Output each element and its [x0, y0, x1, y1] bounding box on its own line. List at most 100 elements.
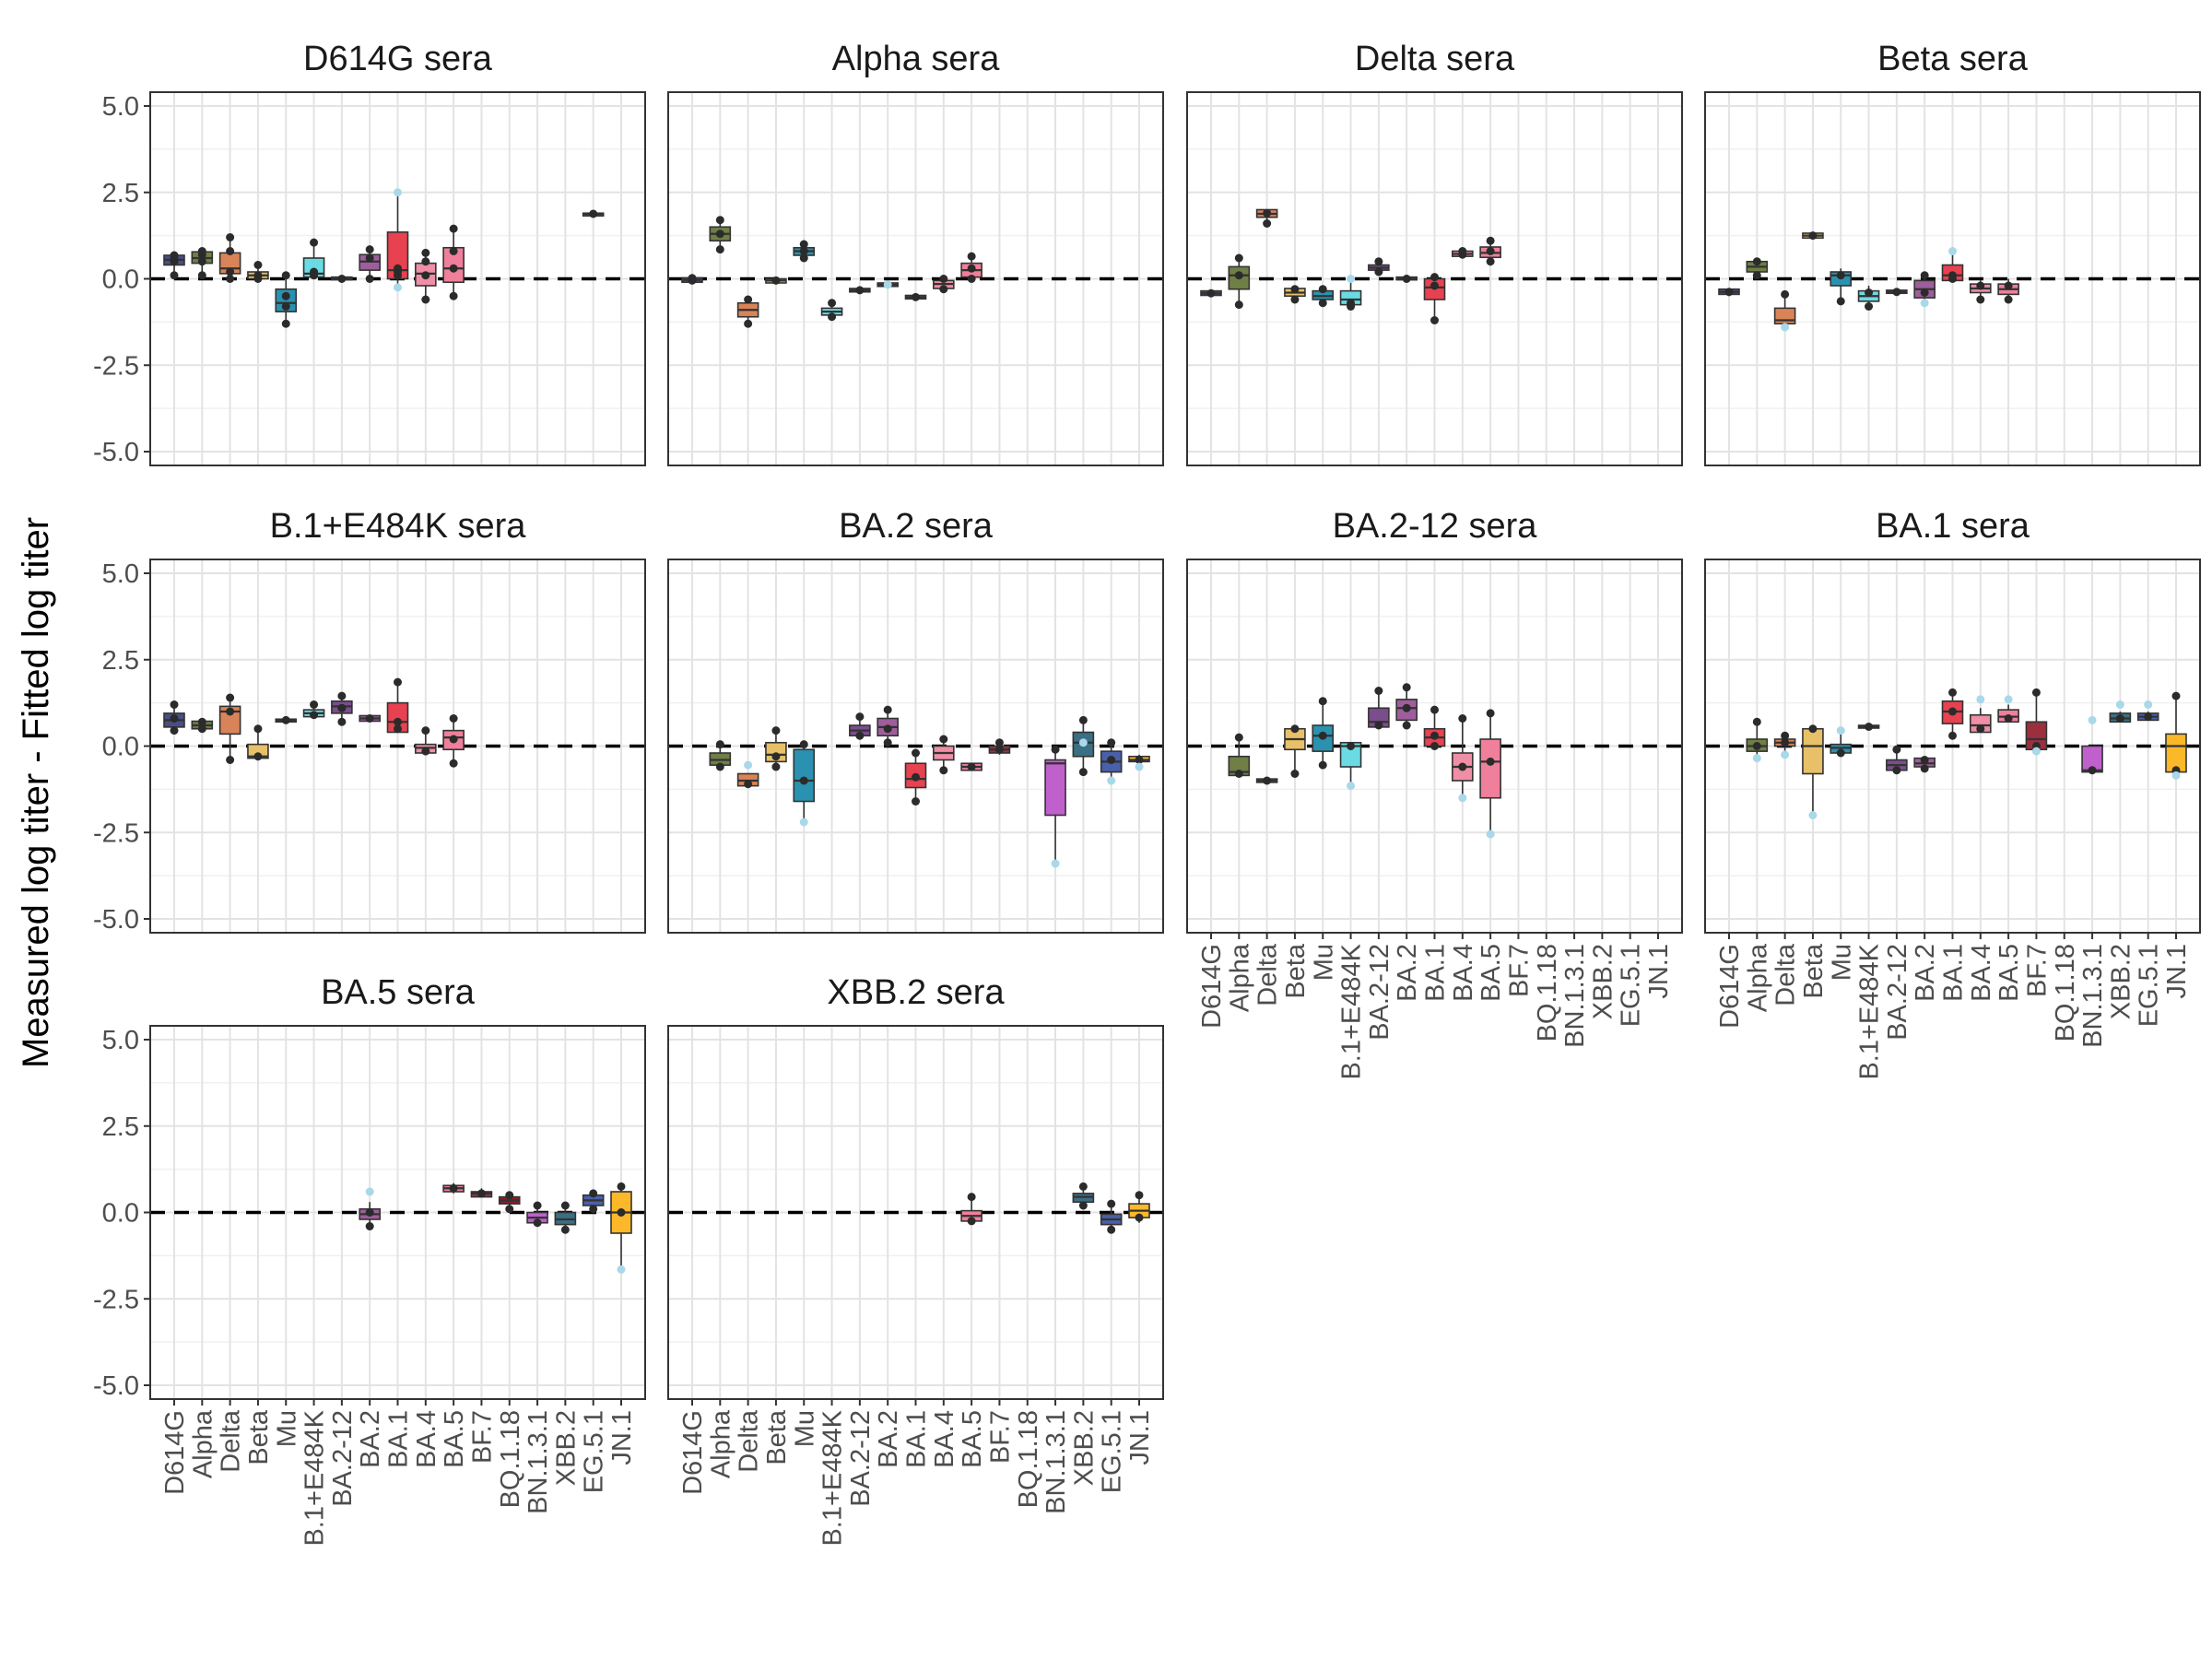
data-point [1486, 236, 1495, 245]
box-delta [1255, 208, 1278, 228]
y-tick-label: 2.5 [102, 1112, 139, 1142]
x-tick-label: BA.2-12 [1365, 944, 1394, 1041]
data-point [1752, 742, 1761, 750]
box-bn-1-3-1 [526, 1201, 548, 1228]
data-point [449, 1183, 458, 1193]
data-point [939, 285, 948, 294]
box-jn-1 [1128, 754, 1150, 771]
data-point [1430, 316, 1439, 324]
data-point [1781, 289, 1790, 299]
box-ba-1 [1941, 688, 1964, 740]
x-tick-label: BQ.1.18 [1533, 944, 1562, 1041]
x-tick-label: BN.1.3.1 [524, 1410, 553, 1514]
x-tick-label: B.1+E484K [1337, 943, 1367, 1079]
data-point [226, 267, 235, 276]
data-point [394, 717, 402, 726]
data-point-highlight [1458, 794, 1467, 803]
box-ba-2 [359, 714, 381, 723]
box-ba-2 [359, 245, 381, 283]
data-point [715, 245, 724, 254]
box-ba-5 [960, 762, 982, 771]
x-tick-label: BF.7 [1504, 944, 1534, 997]
x-tick-label: B.1+E484K [300, 1409, 330, 1546]
data-point-highlight [1948, 247, 1957, 255]
box-alpha [709, 740, 732, 771]
x-tick-label: XBB.2 [1588, 944, 1618, 1019]
x-tick-label: BA.1 [902, 1410, 932, 1468]
box-iqr [218, 705, 241, 735]
data-point [1486, 257, 1495, 266]
data-point-highlight [2088, 715, 2097, 724]
data-point [1458, 247, 1467, 255]
x-tick-label: Beta [1281, 943, 1311, 999]
data-point-highlight [799, 818, 808, 827]
data-point-highlight [1752, 754, 1761, 763]
data-point [365, 714, 374, 723]
data-point [1402, 683, 1411, 692]
box-ba-1 [1423, 705, 1446, 750]
box-jn-1 [1128, 1191, 1150, 1223]
box-eg-5-1 [582, 1189, 605, 1214]
data-point [1234, 253, 1243, 263]
data-point [771, 726, 781, 735]
data-point [1402, 275, 1411, 283]
box-ba-4 [933, 735, 955, 775]
box-eg-5-1 [1100, 1199, 1123, 1234]
x-tick-label: EG.5.1 [580, 1410, 609, 1493]
x-tick-label: Mu [1827, 944, 1856, 981]
box-ba-2-12 [849, 712, 871, 740]
data-point [281, 319, 290, 328]
box-ba-5 [1997, 695, 2019, 724]
data-point [365, 245, 374, 254]
x-tick-label: B.1+E484K [1855, 943, 1885, 1079]
x-tick-label: BA.2-12 [328, 1410, 358, 1507]
data-point [1107, 738, 1116, 747]
data-point [337, 691, 347, 700]
data-point [226, 233, 235, 241]
data-point [1263, 208, 1272, 218]
data-point [253, 271, 263, 280]
data-point [1318, 285, 1327, 294]
box-bf-7 [470, 1188, 493, 1198]
x-tick-label: EG.5.1 [2135, 944, 2164, 1027]
box-ba-5 [1479, 236, 1501, 266]
data-point [1752, 717, 1761, 726]
data-point [310, 711, 319, 720]
box-bf-7 [2025, 688, 2048, 756]
data-point [855, 731, 865, 740]
data-point [855, 286, 865, 295]
box-ba-1 [904, 748, 927, 806]
box-ba-1 [386, 677, 409, 734]
data-point [1402, 703, 1411, 712]
x-tick-label: BA.2-12 [1883, 944, 1912, 1041]
data-point [1920, 271, 1929, 280]
box-ba-1 [904, 292, 927, 301]
data-point [421, 295, 430, 304]
x-tick-label: Delta [735, 1409, 764, 1473]
data-point [1486, 757, 1495, 766]
data-point [799, 240, 808, 249]
data-point [912, 772, 920, 782]
data-point [994, 738, 1004, 747]
box-delta [218, 233, 241, 283]
x-tick-label: D614G [1715, 944, 1745, 1029]
x-tick-label: Alpha [706, 1409, 735, 1478]
box-ba-1 [1941, 247, 1964, 283]
panel: BA.2 sera [667, 507, 1164, 934]
data-point [1402, 721, 1411, 730]
data-point [2031, 688, 2041, 697]
x-tick-label: D614G [678, 1410, 708, 1495]
panel: Beta sera [1704, 40, 2201, 466]
data-point [421, 747, 430, 756]
data-point [197, 257, 206, 266]
data-point-highlight [394, 283, 402, 292]
box-ba-2-12 [1368, 257, 1390, 276]
x-tick-label: EG.5.1 [1098, 1410, 1127, 1493]
x-tick-label: Beta [244, 1409, 274, 1465]
data-point [1135, 1213, 1144, 1222]
x-tick-label: D614G [1197, 944, 1227, 1029]
box-ba-4 [415, 726, 437, 756]
data-point [994, 745, 1004, 754]
panel-title: D614G sera [303, 40, 493, 78]
box-d614g [681, 274, 703, 285]
